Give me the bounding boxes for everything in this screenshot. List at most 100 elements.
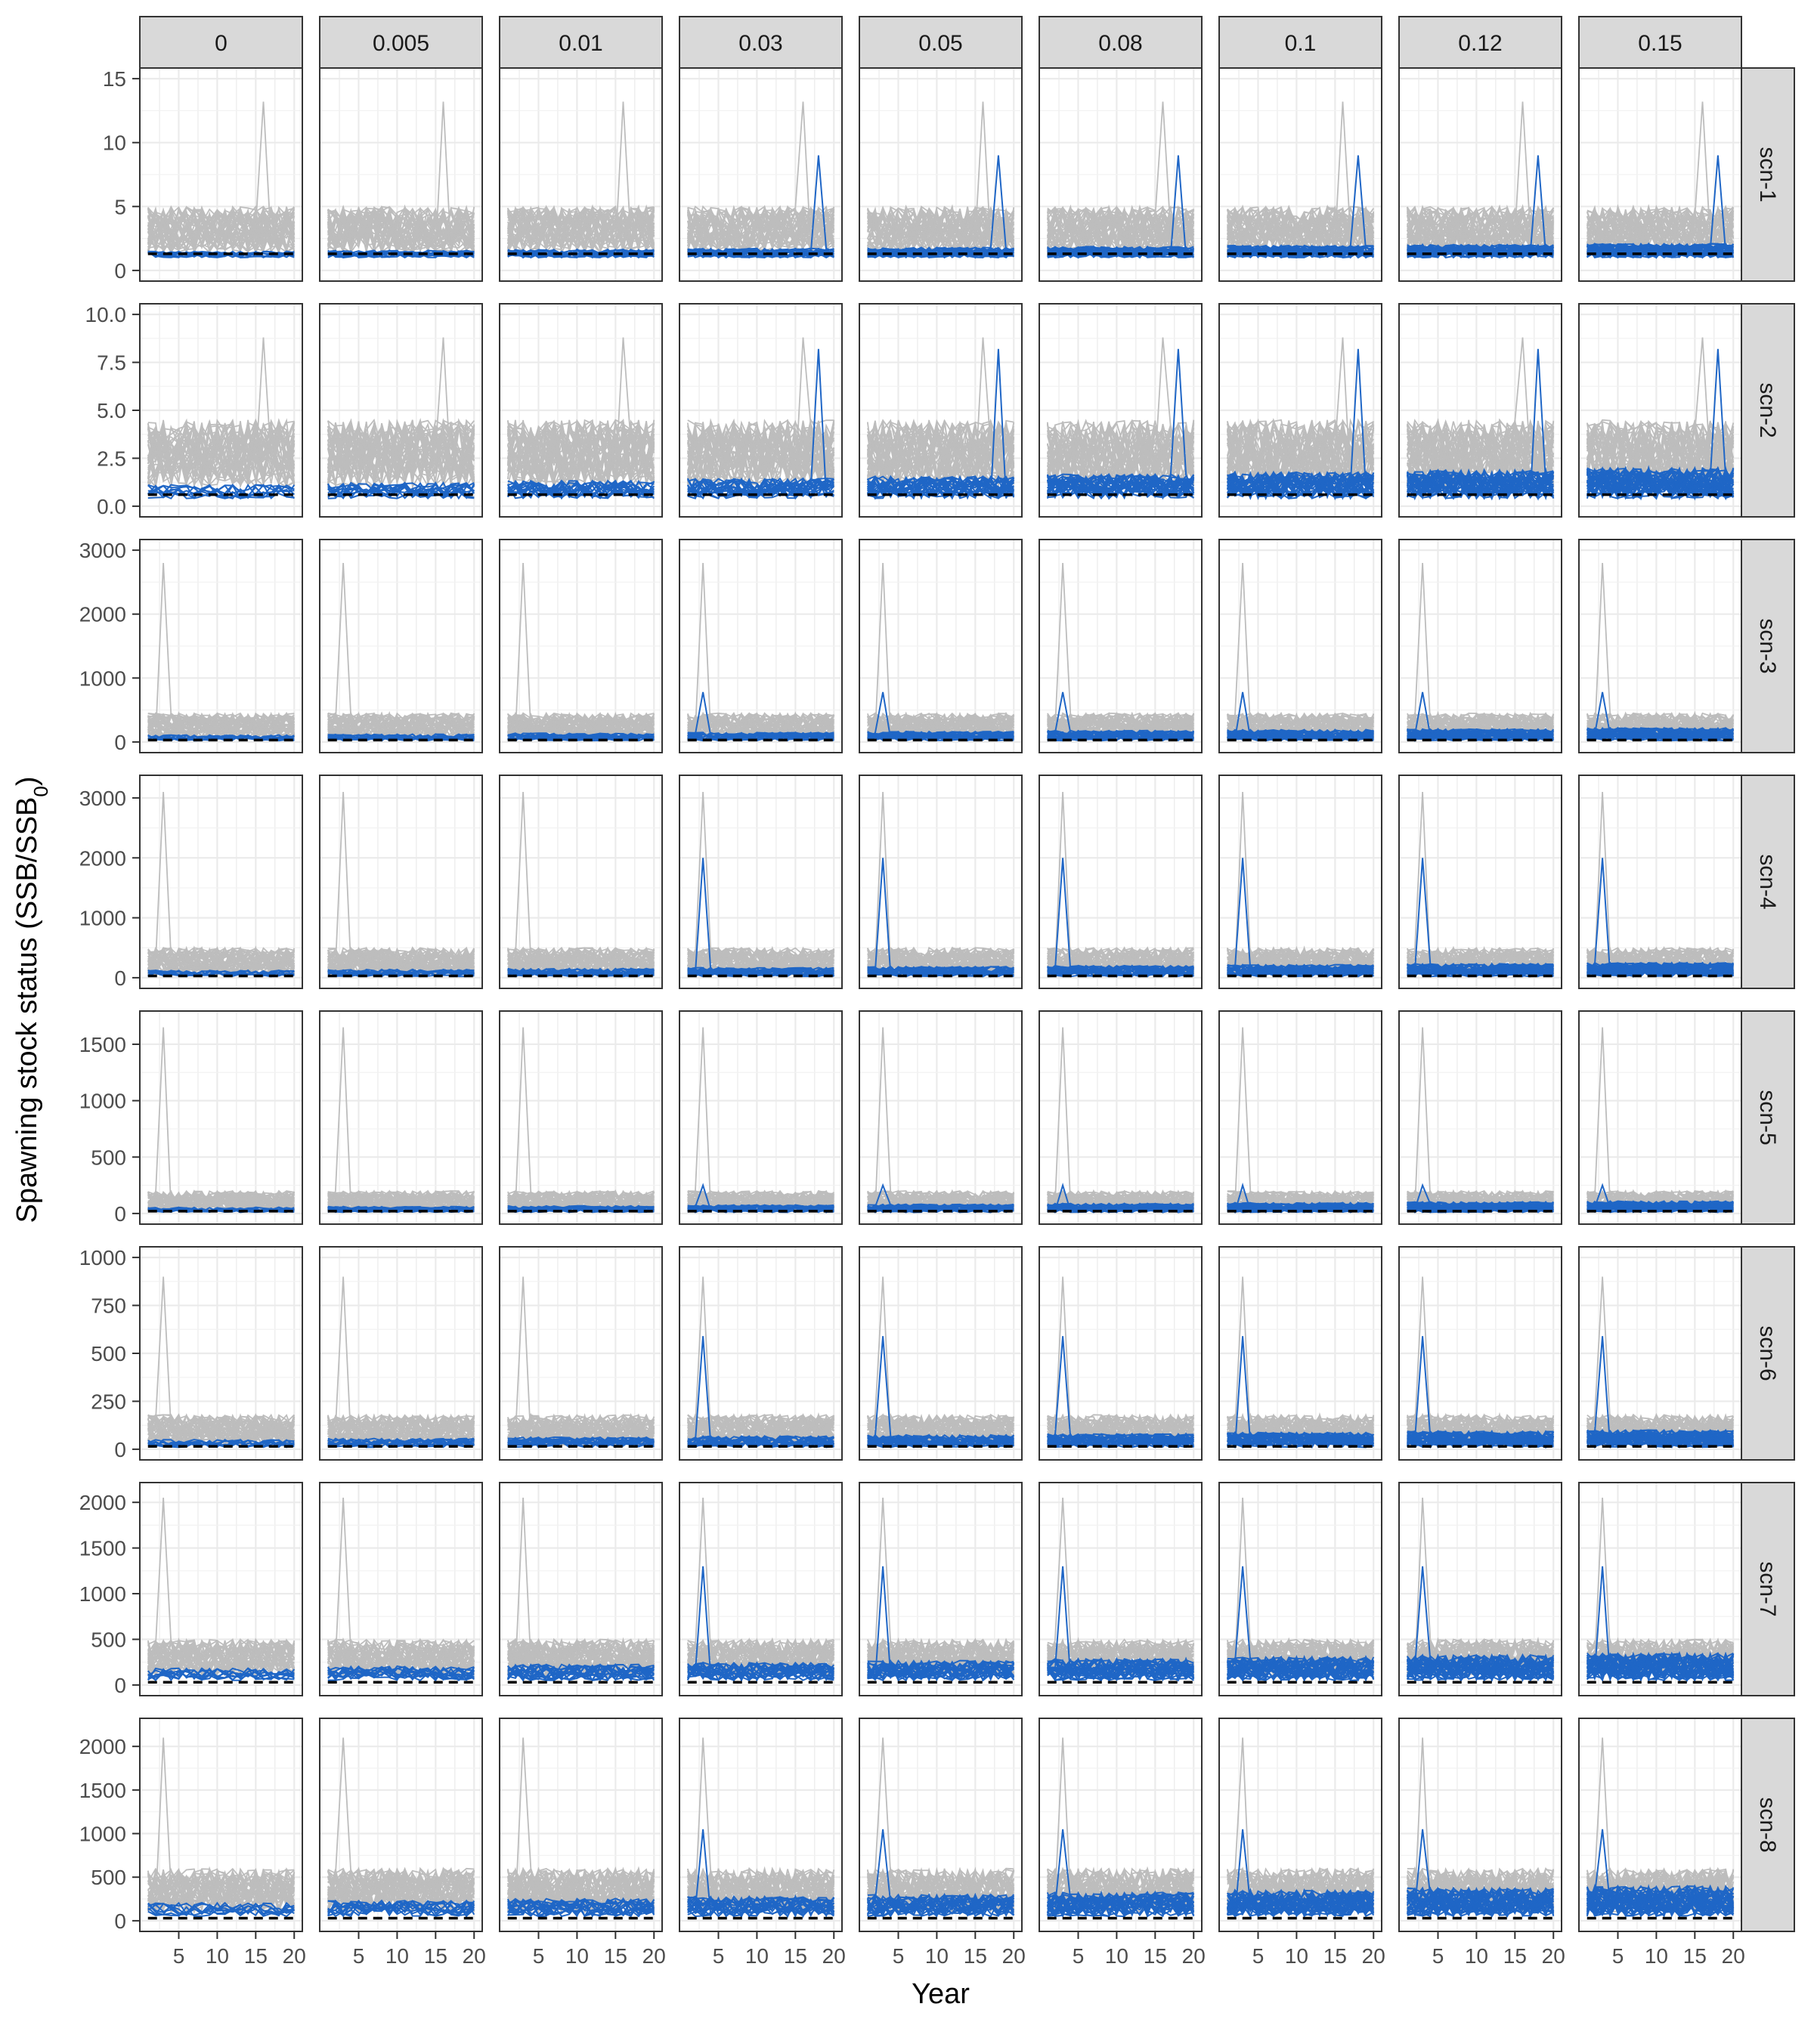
- panel-scn-1-0: [140, 68, 302, 281]
- panel-scn-4-0.15: [1579, 775, 1741, 988]
- y-tick-label: 5: [114, 195, 126, 218]
- panel-scn-3-0: [140, 540, 302, 753]
- row-label-6: scn-7: [1755, 1561, 1780, 1616]
- panel-scn-6-0.005: [320, 1247, 482, 1460]
- panel-scn-1-0.12: [1399, 68, 1562, 281]
- y-tick-label: 0: [114, 731, 126, 754]
- panel-scn-3-0.01: [500, 540, 662, 753]
- y-tick-label: 2000: [79, 846, 126, 870]
- col-label-1: 0.005: [373, 31, 429, 56]
- panel-scn-1-0.01: [500, 68, 662, 281]
- panel-scn-6-0.01: [500, 1247, 662, 1460]
- col-label-4: 0.05: [918, 31, 962, 56]
- y-tick-label: 5.0: [97, 399, 126, 422]
- panel-scn-7-0.05: [859, 1483, 1022, 1696]
- panel-scn-6-0.05: [859, 1247, 1022, 1460]
- panel-scn-5-0.08: [1039, 1011, 1202, 1224]
- col-label-8: 0.15: [1638, 31, 1682, 56]
- panel-scn-3-0.1: [1219, 540, 1382, 753]
- y-tick-label: 250: [91, 1390, 126, 1413]
- panel-scn-2-0: [140, 304, 302, 517]
- panel-scn-3-0.08: [1039, 540, 1202, 753]
- panel-scn-4-0.12: [1399, 775, 1562, 988]
- y-tick-label: 750: [91, 1294, 126, 1318]
- y-tick-label: 2000: [79, 1491, 126, 1514]
- panel-scn-2-0.05: [859, 304, 1022, 517]
- panel-scn-7-0.08: [1039, 1483, 1202, 1696]
- panel-scn-4-0.005: [320, 775, 482, 988]
- col-label-2: 0.01: [559, 31, 602, 56]
- row-label-5: scn-6: [1755, 1325, 1780, 1381]
- col-label-0: 0: [215, 31, 228, 56]
- y-tick-label: 0: [114, 1674, 126, 1697]
- panel-scn-4-0.08: [1039, 775, 1202, 988]
- y-tick-label: 3000: [79, 539, 126, 562]
- panel-scn-6-0.15: [1579, 1247, 1741, 1460]
- panel-scn-6-0: [140, 1247, 302, 1460]
- row-label-1: scn-2: [1755, 382, 1780, 438]
- panel-scn-6-0.12: [1399, 1247, 1562, 1460]
- panel-scn-1-0.1: [1219, 68, 1382, 281]
- panel-scn-7-0: [140, 1483, 302, 1696]
- y-tick-label: 0.0: [97, 495, 126, 518]
- panel-scn-3-0.03: [679, 540, 842, 753]
- y-tick-label: 0: [114, 1438, 126, 1461]
- y-tick-label: 0: [114, 1202, 126, 1226]
- panel-scn-4-0: [140, 775, 302, 988]
- panel-scn-6-0.03: [679, 1247, 842, 1460]
- panel-scn-7-0.005: [320, 1483, 482, 1696]
- panel-scn-1-0.08: [1039, 68, 1202, 281]
- panel-scn-2-0.12: [1399, 304, 1562, 517]
- y-tick-label: 3000: [79, 787, 126, 810]
- panel-scn-2-0.01: [500, 304, 662, 517]
- panel-scn-6-0.08: [1039, 1247, 1202, 1460]
- y-tick-label: 1000: [79, 666, 126, 690]
- y-tick-label: 500: [91, 1146, 126, 1169]
- panel-scn-4-0.01: [500, 775, 662, 988]
- y-tick-label: 1500: [79, 1033, 126, 1056]
- panel-scn-7-0.03: [679, 1483, 842, 1696]
- y-tick-label: 2000: [79, 603, 126, 626]
- panel-scn-5-0.15: [1579, 1011, 1741, 1224]
- panel-scn-5-0: [140, 1011, 302, 1224]
- y-tick-label: 1000: [79, 1090, 126, 1113]
- panel-scn-1-0.15: [1579, 68, 1741, 281]
- y-tick-label: 500: [91, 1342, 126, 1365]
- col-label-6: 0.1: [1285, 31, 1317, 56]
- panel-scn-2-0.03: [679, 304, 842, 517]
- col-label-3: 0.03: [738, 31, 782, 56]
- panel-scn-1-0.05: [859, 68, 1022, 281]
- panel-scn-3-0.15: [1579, 540, 1741, 753]
- y-tick-label: 0: [114, 966, 126, 990]
- panel-scn-3-0.05: [859, 540, 1022, 753]
- panel-scn-2-0.005: [320, 304, 482, 517]
- y-tick-label: 7.5: [97, 351, 126, 375]
- y-tick-label: 1000: [79, 907, 126, 930]
- col-label-7: 0.12: [1458, 31, 1502, 56]
- panel-scn-5-0.005: [320, 1011, 482, 1224]
- panel-scn-3-0.005: [320, 540, 482, 753]
- row-label-3: scn-4: [1755, 854, 1780, 909]
- panel-scn-4-0.05: [859, 775, 1022, 988]
- panel-scn-4-0.03: [679, 775, 842, 988]
- panel-scn-5-0.01: [500, 1011, 662, 1224]
- y-tick-label: 0: [114, 259, 126, 283]
- y-tick-label: 10.0: [85, 303, 127, 326]
- panel-scn-3-0.12: [1399, 540, 1562, 753]
- row-label-2: scn-3: [1755, 618, 1780, 673]
- panel-scn-6-0.1: [1219, 1247, 1382, 1460]
- row-label-4: scn-5: [1755, 1090, 1780, 1145]
- row-label-0: scn-1: [1755, 147, 1780, 202]
- panel-scn-7-0.01: [500, 1483, 662, 1696]
- panel-scn-2-0.08: [1039, 304, 1202, 517]
- panel-scn-5-0.12: [1399, 1011, 1562, 1224]
- panel-scn-1-0.005: [320, 68, 482, 281]
- panel-scn-2-0.1: [1219, 304, 1382, 517]
- panel-scn-5-0.1: [1219, 1011, 1382, 1224]
- panel-scn-4-0.1: [1219, 775, 1382, 988]
- panel-scn-5-0.05: [859, 1011, 1022, 1224]
- y-tick-label: 2.5: [97, 447, 126, 470]
- y-tick-label: 1000: [79, 1246, 126, 1269]
